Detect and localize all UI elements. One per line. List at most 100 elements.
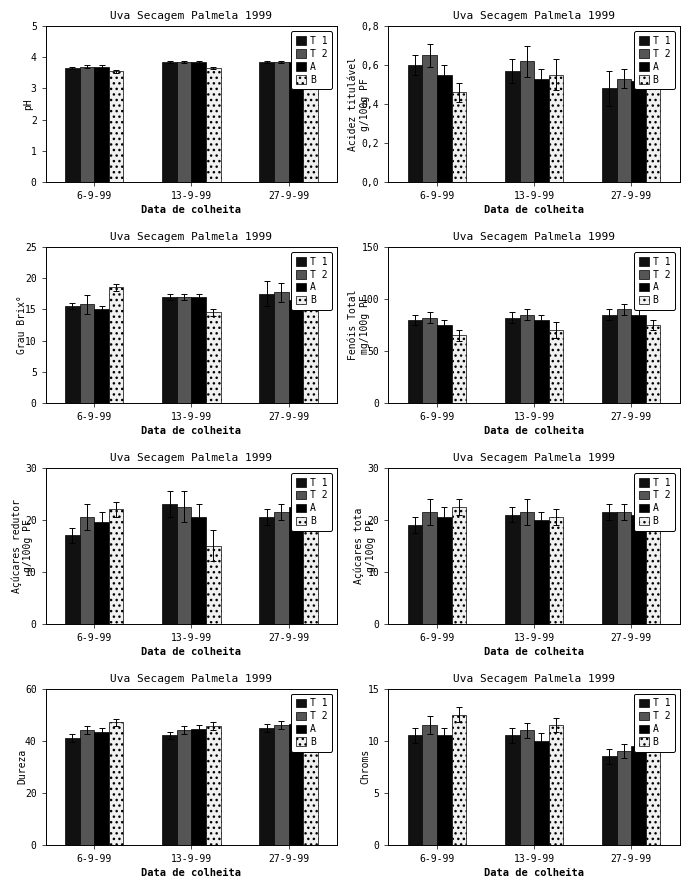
Bar: [408, 65, 422, 182]
Legend: T 1, T 2, A, B: T 1, T 2, A, B: [634, 473, 675, 531]
Bar: [437, 735, 452, 845]
Bar: [408, 525, 422, 624]
Bar: [206, 68, 220, 182]
Bar: [94, 309, 109, 403]
Bar: [520, 315, 534, 403]
Legend: T 1, T 2, A, B: T 1, T 2, A, B: [634, 693, 675, 752]
Bar: [646, 730, 661, 845]
Bar: [206, 312, 220, 403]
Bar: [602, 757, 617, 845]
Bar: [79, 517, 94, 624]
Title: Uva Secagem Palmela 1999: Uva Secagem Palmela 1999: [453, 232, 615, 242]
Bar: [632, 315, 646, 403]
Bar: [259, 517, 274, 624]
Title: Uva Secagem Palmela 1999: Uva Secagem Palmela 1999: [111, 453, 272, 463]
Bar: [109, 287, 124, 403]
Bar: [191, 62, 206, 182]
Bar: [646, 517, 661, 624]
Title: Uva Secagem Palmela 1999: Uva Secagem Palmela 1999: [111, 674, 272, 684]
X-axis label: Data de colheita: Data de colheita: [484, 868, 584, 878]
Bar: [646, 325, 661, 403]
Bar: [94, 523, 109, 624]
Bar: [94, 732, 109, 845]
Bar: [162, 62, 177, 182]
Bar: [162, 297, 177, 403]
Bar: [452, 92, 466, 182]
Bar: [602, 89, 617, 182]
Bar: [520, 512, 534, 624]
Bar: [422, 55, 437, 182]
Y-axis label: Acidez titulável
g/100g PF: Acidez titulável g/100g PF: [348, 57, 370, 151]
Bar: [65, 738, 79, 845]
Bar: [646, 67, 661, 182]
Bar: [408, 320, 422, 403]
Bar: [65, 68, 79, 182]
Bar: [289, 507, 303, 624]
Bar: [177, 297, 191, 403]
Bar: [505, 735, 520, 845]
Bar: [206, 546, 220, 624]
Y-axis label: Chroms: Chroms: [360, 749, 370, 784]
Bar: [289, 62, 303, 182]
Bar: [632, 81, 646, 182]
Bar: [109, 509, 124, 624]
Bar: [79, 304, 94, 403]
Bar: [505, 515, 520, 624]
Bar: [94, 67, 109, 182]
Bar: [422, 725, 437, 845]
X-axis label: Data de colheita: Data de colheita: [484, 426, 584, 436]
Y-axis label: pH: pH: [23, 98, 33, 110]
Bar: [191, 297, 206, 403]
Bar: [437, 325, 452, 403]
Bar: [289, 300, 303, 403]
Bar: [452, 715, 466, 845]
Y-axis label: Açúcares tota
g/100g PF: Açúcares tota g/100g PF: [354, 508, 376, 584]
Bar: [65, 535, 79, 624]
X-axis label: Data de colheita: Data de colheita: [484, 205, 584, 215]
Bar: [274, 62, 289, 182]
Bar: [274, 512, 289, 624]
Bar: [602, 512, 617, 624]
Bar: [177, 730, 191, 845]
Bar: [534, 79, 549, 182]
Bar: [505, 317, 520, 403]
Bar: [162, 735, 177, 845]
Bar: [303, 62, 318, 182]
Bar: [534, 741, 549, 845]
Legend: T 1, T 2, A, B: T 1, T 2, A, B: [292, 31, 332, 90]
Bar: [191, 517, 206, 624]
Bar: [534, 320, 549, 403]
X-axis label: Data de colheita: Data de colheita: [484, 647, 584, 657]
Legend: T 1, T 2, A, B: T 1, T 2, A, B: [292, 693, 332, 752]
Bar: [65, 306, 79, 403]
Bar: [505, 71, 520, 182]
Legend: T 1, T 2, A, B: T 1, T 2, A, B: [292, 252, 332, 310]
Bar: [422, 317, 437, 403]
Bar: [520, 730, 534, 845]
Title: Uva Secagem Palmela 1999: Uva Secagem Palmela 1999: [453, 453, 615, 463]
Y-axis label: Fenóis Total
mg/100g PF: Fenóis Total mg/100g PF: [348, 290, 370, 360]
X-axis label: Data de colheita: Data de colheita: [142, 868, 241, 878]
Bar: [162, 504, 177, 624]
Bar: [303, 520, 318, 624]
Legend: T 1, T 2, A, B: T 1, T 2, A, B: [634, 252, 675, 310]
Bar: [632, 515, 646, 624]
Bar: [452, 507, 466, 624]
Bar: [109, 723, 124, 845]
Legend: T 1, T 2, A, B: T 1, T 2, A, B: [634, 31, 675, 90]
X-axis label: Data de colheita: Data de colheita: [142, 647, 241, 657]
Bar: [617, 79, 632, 182]
Bar: [303, 306, 318, 403]
Bar: [177, 62, 191, 182]
Y-axis label: Açúcares redutor
g/100g PF: Açúcares redutor g/100g PF: [11, 499, 33, 593]
Bar: [259, 728, 274, 845]
Bar: [632, 746, 646, 845]
Bar: [452, 335, 466, 403]
Bar: [617, 309, 632, 403]
Bar: [422, 512, 437, 624]
Y-axis label: Grau Brix°: Grau Brix°: [17, 295, 27, 355]
Bar: [79, 67, 94, 182]
Legend: T 1, T 2, A, B: T 1, T 2, A, B: [292, 473, 332, 531]
Bar: [617, 751, 632, 845]
Y-axis label: Dureza: Dureza: [17, 749, 27, 784]
